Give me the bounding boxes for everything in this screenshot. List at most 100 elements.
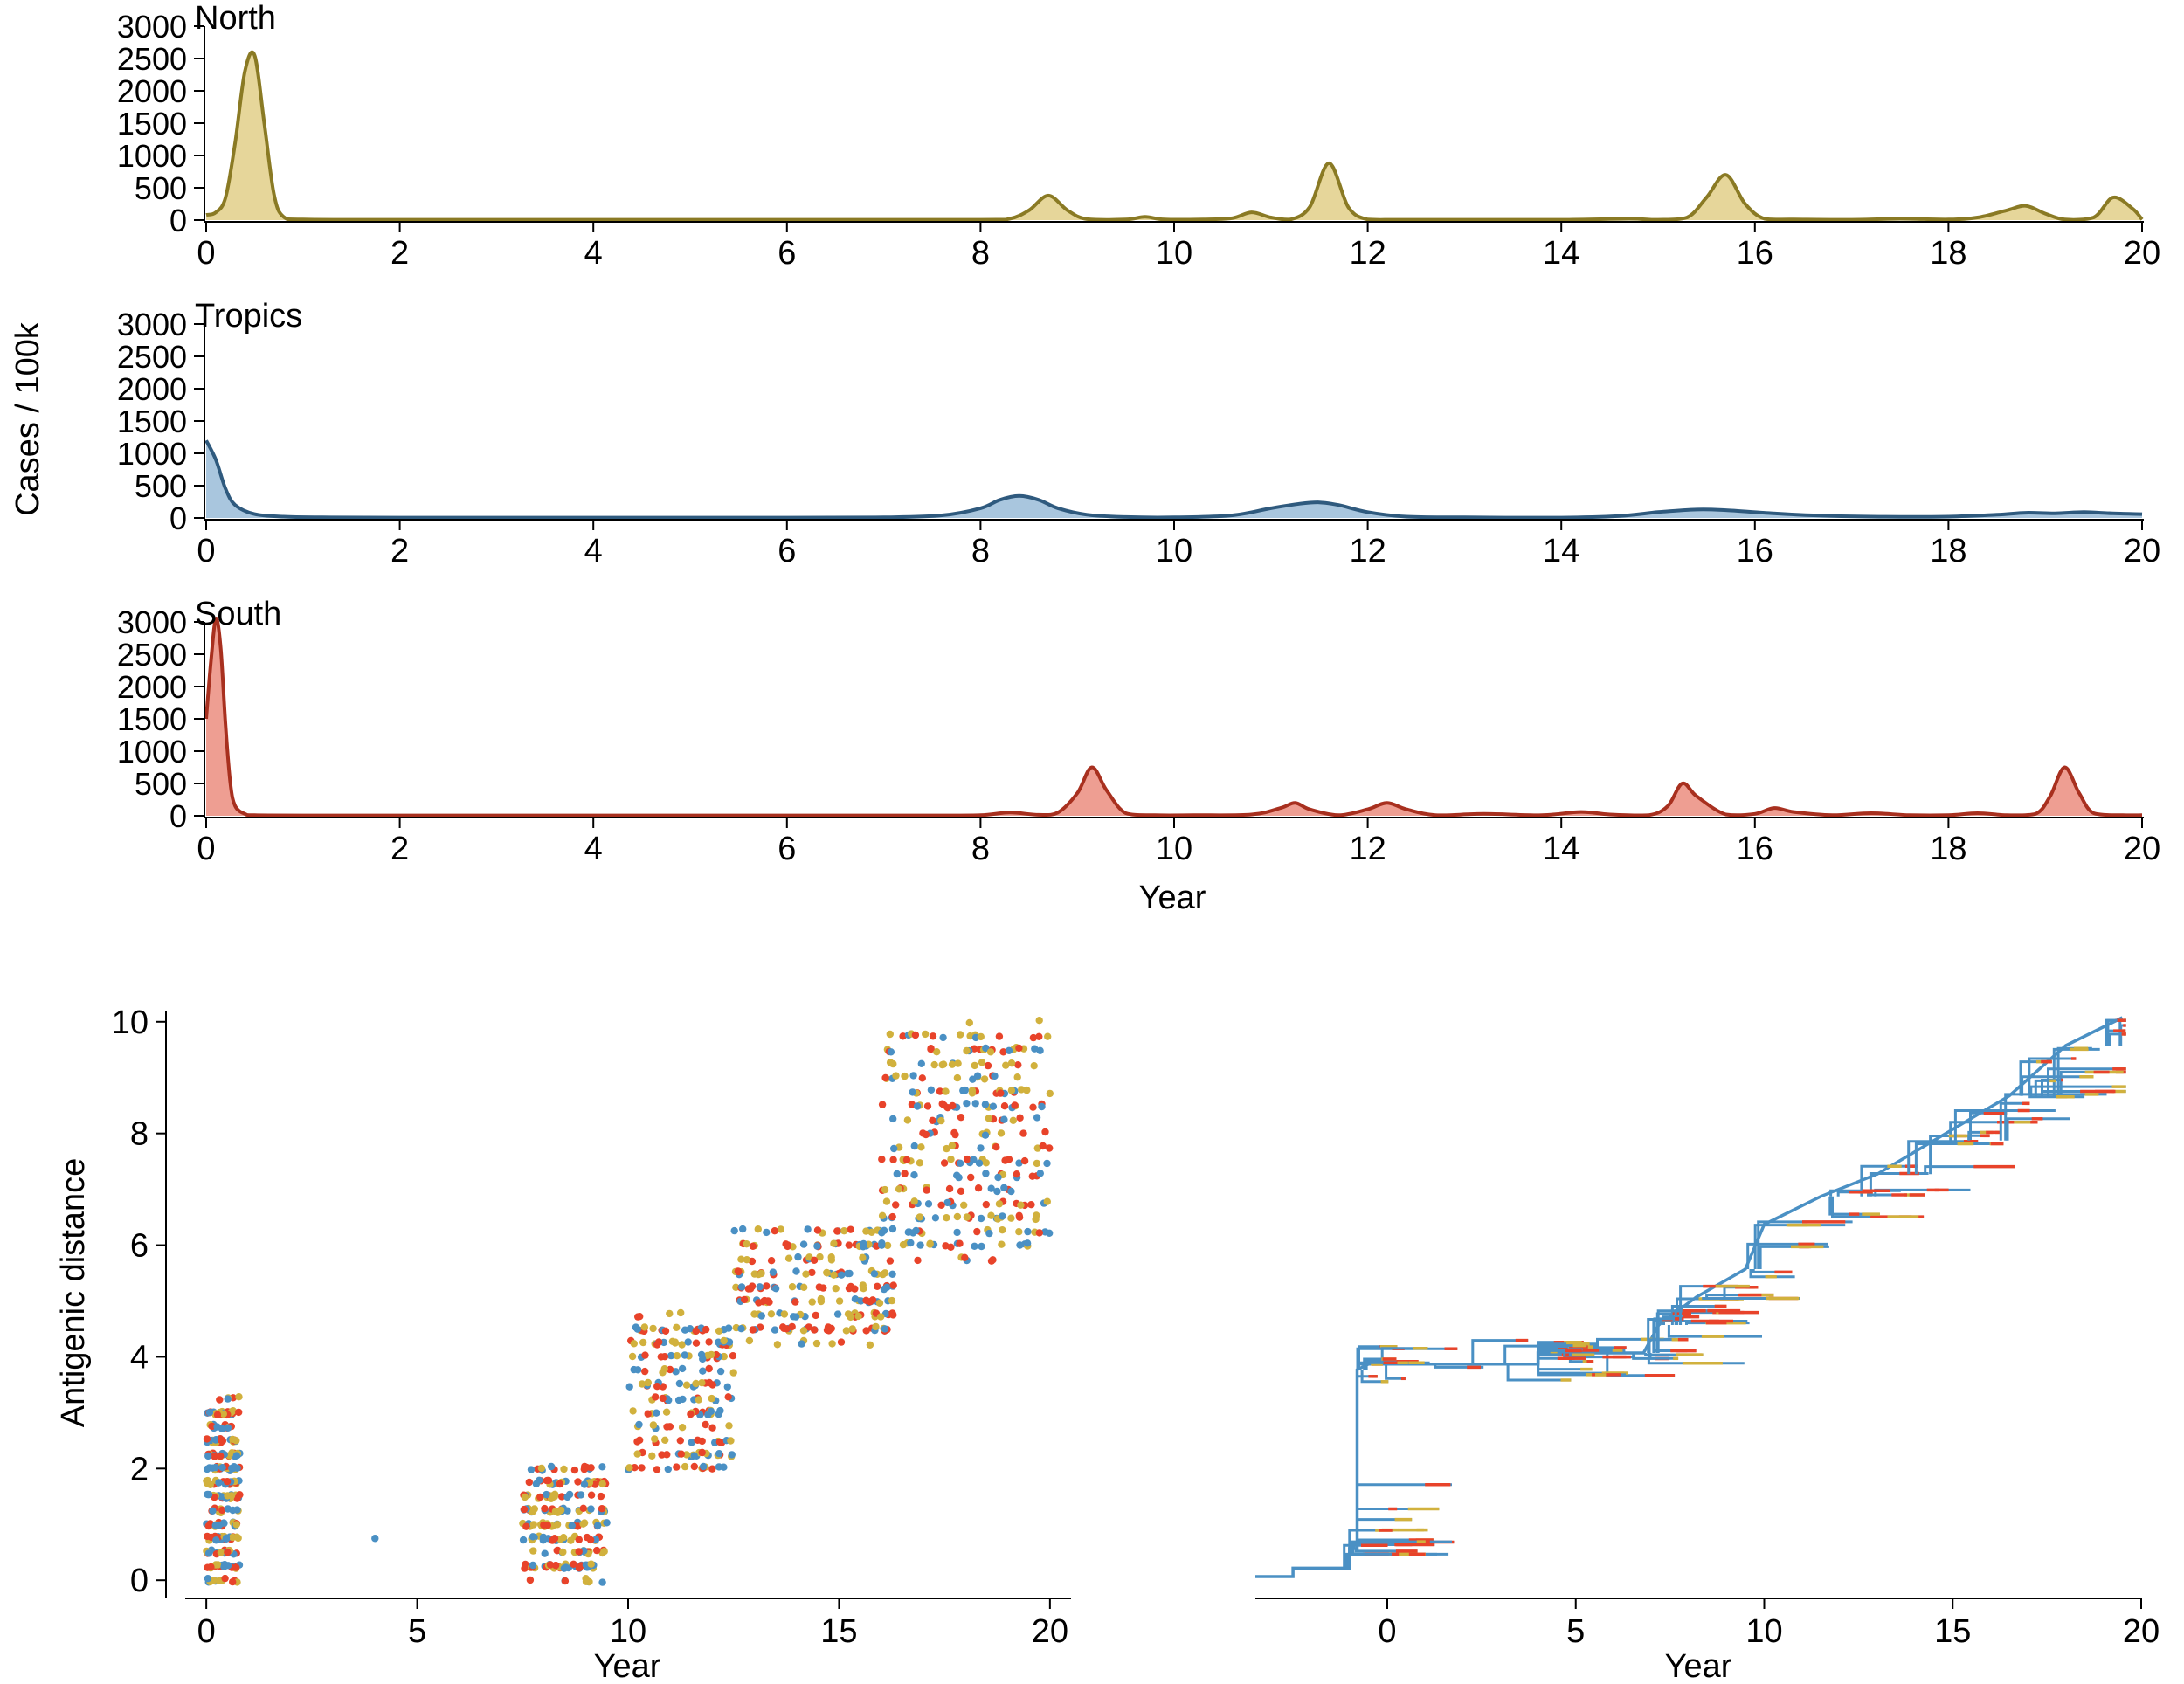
chart-antigenic-scatter: 0 5 10 15 20 0 2 4 6 8 10 Year Antigenic distance <box>55 1004 1071 1684</box>
scatter-point <box>720 1336 728 1345</box>
scatter-point <box>536 1476 543 1485</box>
scatter-point <box>598 1463 606 1471</box>
scatter-point <box>723 1383 731 1391</box>
tree-branch <box>1828 1196 1880 1216</box>
scatter-point <box>1033 1159 1041 1168</box>
tree-branch <box>2006 1117 2070 1141</box>
tree-branch <box>1759 1245 1829 1269</box>
tree-branch <box>1360 1370 1389 1384</box>
scatter-point <box>866 1341 874 1349</box>
scatter-point <box>913 1102 922 1110</box>
scatter-point <box>828 1340 836 1348</box>
scatter-point <box>933 1048 941 1056</box>
scatter-point <box>1027 1201 1035 1209</box>
scatter-point <box>959 1087 967 1094</box>
scatter-point <box>547 1462 556 1471</box>
south-y-tick-label: 1500 <box>117 701 187 737</box>
scatter-point <box>634 1366 642 1374</box>
scatter-point <box>591 1480 599 1488</box>
south-title: South <box>195 596 281 632</box>
scatter-point <box>673 1323 681 1332</box>
tree-branch <box>1648 1353 1679 1360</box>
scatter-point <box>886 1257 895 1265</box>
scatter-point <box>755 1299 763 1307</box>
tropics-x-tick-label: 12 <box>1349 533 1386 569</box>
scatter-point <box>911 1031 920 1039</box>
scatter-point <box>811 1326 819 1334</box>
scatter-point <box>218 1436 225 1445</box>
scatter-point <box>791 1298 799 1306</box>
scatter-x-tick-label: 5 <box>408 1613 426 1650</box>
scatter-point <box>546 1561 555 1569</box>
scatter-point <box>957 1159 964 1168</box>
scatter-point <box>790 1313 798 1321</box>
north-title: North <box>195 0 276 37</box>
scatter-point <box>675 1379 684 1388</box>
scatter-point <box>737 1325 745 1333</box>
scatter-point <box>997 1089 1005 1097</box>
chart-north: 0 2 4 6 8 10 12 14 16 18 2005001000150020002500300… <box>117 0 2160 272</box>
south-x-tick-label: 10 <box>1156 831 1192 867</box>
scatter-point <box>998 1240 1006 1248</box>
scatter-x-tick-label: 20 <box>1032 1613 1068 1650</box>
scatter-point <box>708 1424 716 1432</box>
scatter-point <box>901 1072 909 1080</box>
scatter-point <box>917 1143 925 1151</box>
scatter-point <box>725 1338 734 1346</box>
scatter-point <box>740 1295 749 1304</box>
scatter-point <box>943 1214 950 1222</box>
south-x-tick-label: 4 <box>584 831 603 867</box>
scatter-point <box>1005 1156 1013 1163</box>
scatter-point <box>882 1197 891 1205</box>
scatter-point <box>681 1462 689 1471</box>
scatter-point <box>973 1072 982 1080</box>
scatter-point <box>1029 1103 1037 1111</box>
scatter-point <box>625 1464 633 1472</box>
scatter-point <box>653 1409 660 1417</box>
scatter-point <box>1033 1114 1041 1122</box>
scatter-point <box>922 1130 930 1139</box>
tree-x-tick-label: 10 <box>1745 1613 1782 1650</box>
scatter-point <box>597 1492 605 1501</box>
scatter-point <box>854 1312 862 1321</box>
scatter-point <box>539 1536 547 1544</box>
scatter-point <box>875 1299 884 1308</box>
south-y-tick-label: 500 <box>135 766 187 802</box>
scatter-point <box>931 1214 940 1222</box>
scatter-point <box>603 1519 611 1527</box>
scatter-point <box>211 1453 218 1460</box>
north-x-tick-label: 16 <box>1737 235 1773 272</box>
scatter-point <box>771 1227 778 1235</box>
scatter-point <box>888 1309 896 1317</box>
scatter-point <box>652 1393 660 1401</box>
scatter-point <box>847 1225 854 1233</box>
tropics-axes: 0 2 4 6 8 10 12 14 16 18 2005001000150020002500300… <box>117 307 2160 569</box>
scatter-point <box>1007 1087 1016 1094</box>
scatter-point <box>519 1536 528 1544</box>
scatter-point <box>204 1549 213 1557</box>
scatter-point <box>579 1504 587 1513</box>
tree-x-tick-label: 0 <box>1378 1613 1396 1650</box>
scatter-point <box>633 1325 641 1333</box>
scatter-point <box>215 1479 223 1487</box>
scatter-point <box>1036 1170 1045 1177</box>
scatter-point <box>541 1504 549 1513</box>
scatter-point <box>859 1243 867 1251</box>
south-x-tick-label: 18 <box>1930 831 1966 867</box>
north-y-tick-label: 0 <box>169 203 187 238</box>
scatter-point <box>567 1536 575 1544</box>
scatter-point <box>662 1408 671 1416</box>
scatter-point <box>206 1480 214 1489</box>
scatter-point <box>209 1507 217 1515</box>
scatter-point <box>877 1313 885 1321</box>
scatter-point <box>222 1535 230 1543</box>
scatter-point <box>682 1381 691 1389</box>
tropics-x-tick-label: 4 <box>584 533 603 569</box>
scatter-point <box>912 1226 920 1235</box>
scatter-point <box>728 1451 736 1459</box>
scatter-point <box>1009 1116 1018 1125</box>
scatter-point <box>823 1326 832 1335</box>
scatter-point <box>598 1505 606 1513</box>
scatter-point <box>930 1060 938 1069</box>
scatter-point <box>730 1226 738 1235</box>
